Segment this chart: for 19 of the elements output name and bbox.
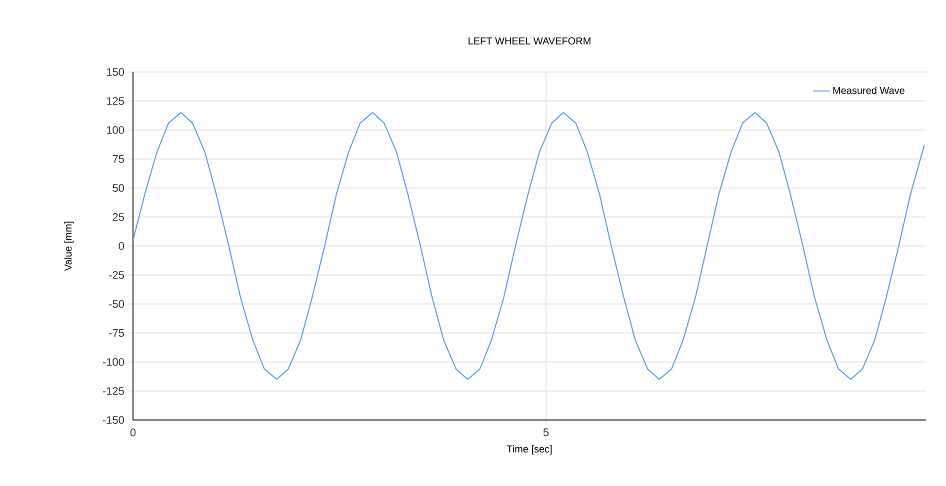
y-axis-title: Value [mm] bbox=[64, 222, 74, 271]
x-axis-title: Time [sec] bbox=[506, 445, 552, 454]
y-tick-label: -75 bbox=[109, 329, 124, 337]
y-tick-label: 100 bbox=[106, 126, 124, 134]
y-tick-label: -50 bbox=[109, 300, 124, 308]
y-tick-label: 75 bbox=[112, 155, 124, 163]
y-tick-label: -125 bbox=[102, 387, 124, 395]
y-tick-label: -150 bbox=[102, 416, 124, 424]
x-tick-label: 5 bbox=[543, 428, 549, 436]
y-tick-label: 0 bbox=[118, 242, 124, 250]
y-tick-label: -100 bbox=[102, 358, 124, 366]
y-tick-label: 25 bbox=[112, 213, 124, 221]
legend-label: Measured Wave bbox=[833, 86, 904, 94]
line-series bbox=[133, 112, 925, 380]
y-tick-label: 150 bbox=[106, 68, 124, 76]
y-tick-label: -25 bbox=[109, 271, 124, 279]
y-tick-label: 125 bbox=[106, 97, 124, 105]
y-tick-label: 50 bbox=[112, 184, 124, 192]
chart-title: LEFT WHEEL WAVEFORM bbox=[468, 37, 590, 44]
